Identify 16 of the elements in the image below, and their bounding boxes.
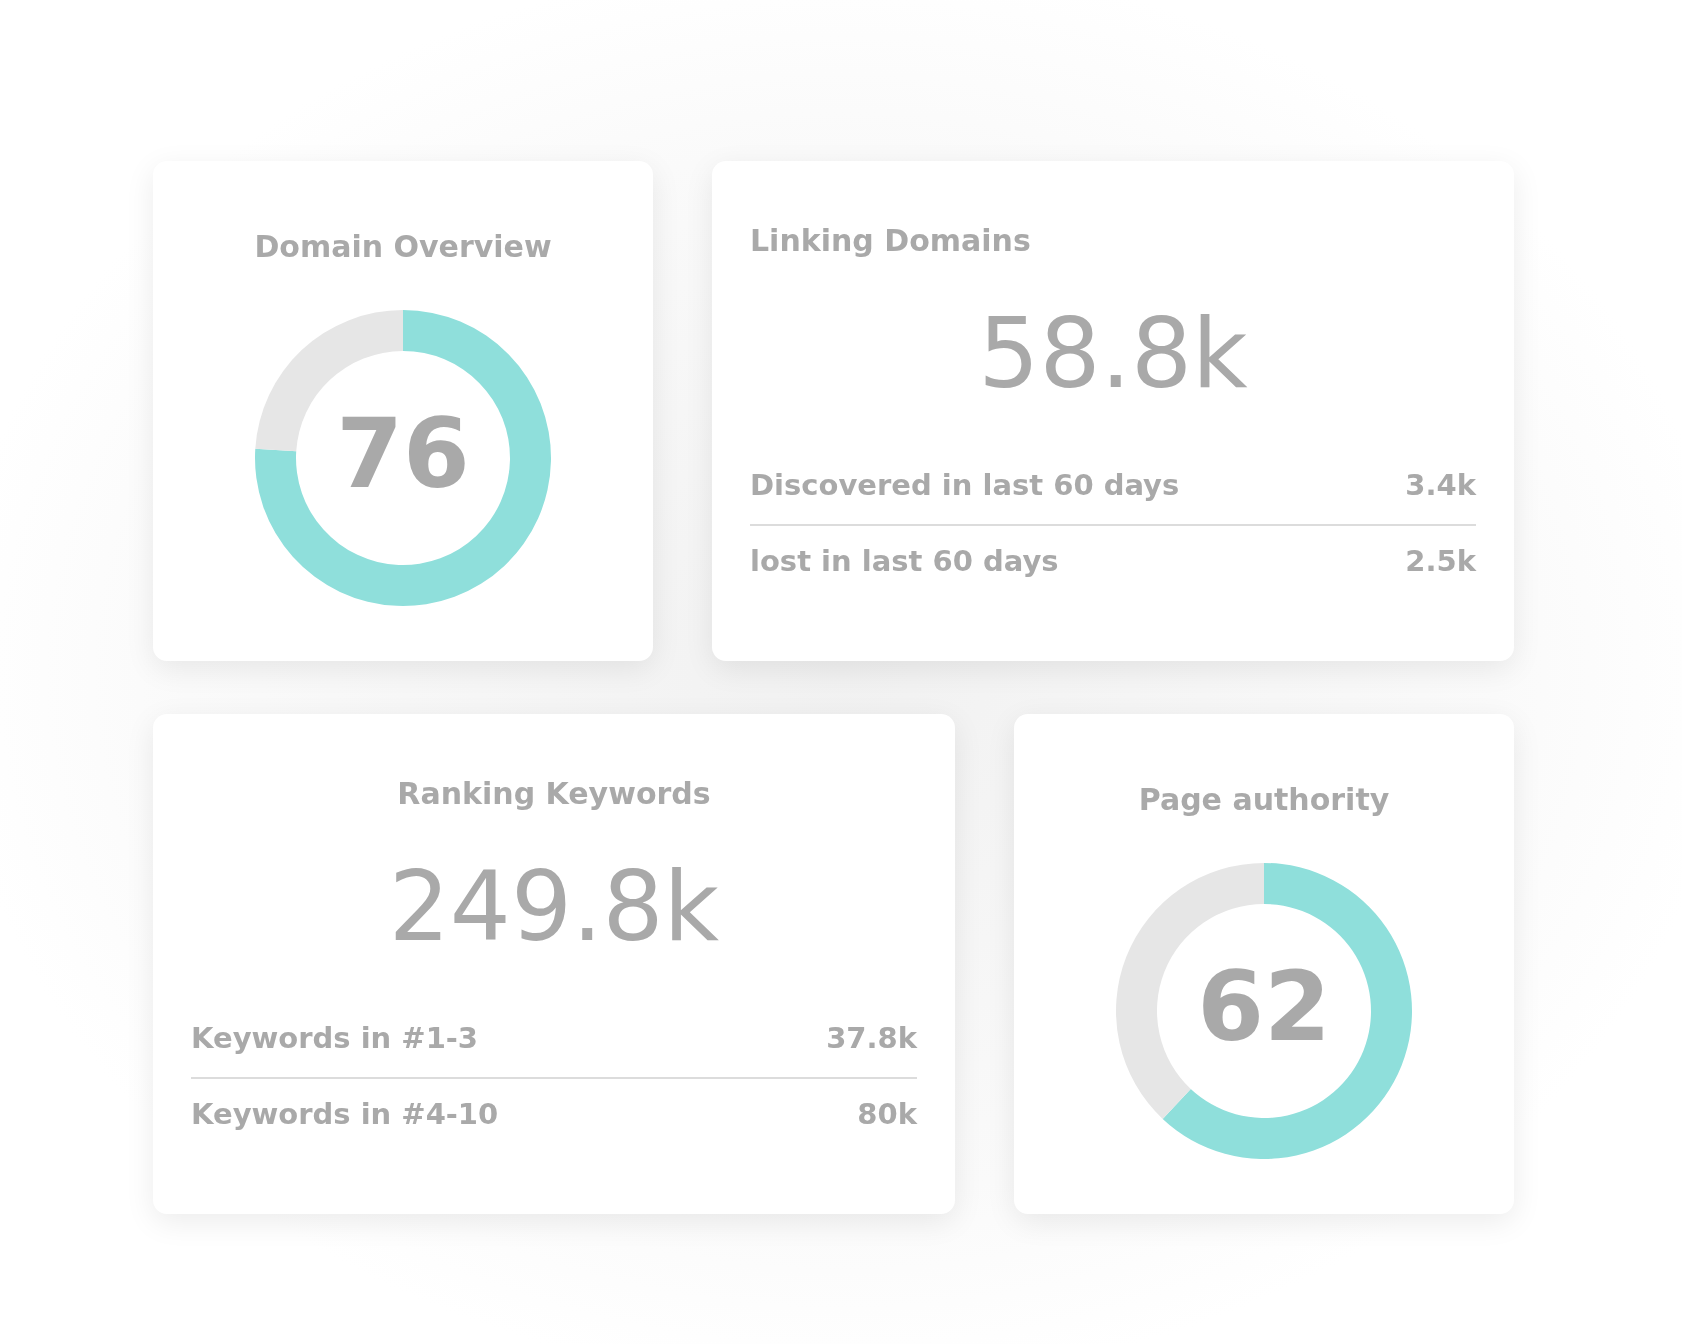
text: 80k <box>857 1097 917 1131</box>
text: 2.5k <box>1405 544 1476 578</box>
text: Linking Domains <box>750 223 1032 258</box>
text: 62 <box>1197 951 1331 1063</box>
text: Discovered in last 60 days <box>750 468 1180 502</box>
text: Ranking Keywords <box>396 776 712 811</box>
text: lost in last 60 days <box>750 544 1059 578</box>
text: 249.8k <box>387 851 721 963</box>
text: 58.8k <box>977 298 1249 410</box>
text: 37.8k <box>826 1021 917 1055</box>
text: Keywords in #1-3 <box>191 1021 479 1055</box>
chart-title: Page authority <box>1138 782 1390 817</box>
chart-title: Domain Overview <box>254 229 552 264</box>
text: 76 <box>336 398 470 510</box>
text: Keywords in #4-10 <box>191 1097 499 1131</box>
text: 3.4k <box>1405 468 1476 502</box>
